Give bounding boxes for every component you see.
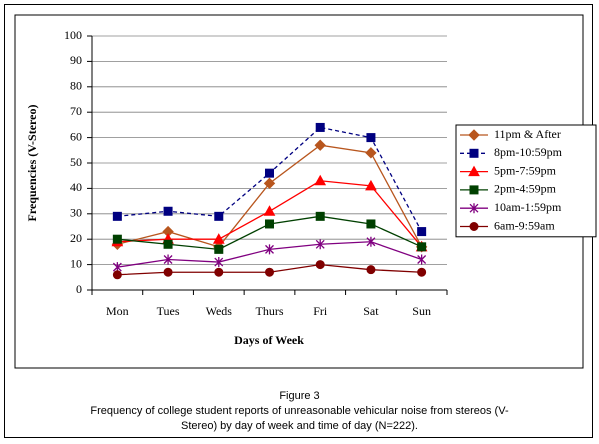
marker xyxy=(265,219,274,229)
y-tick-label: 100 xyxy=(64,28,82,42)
marker xyxy=(163,239,173,249)
x-tick-label: Fri xyxy=(313,304,328,318)
legend-label: 8pm-10:59pm xyxy=(494,145,563,159)
marker xyxy=(263,177,276,190)
y-tick-label: 10 xyxy=(70,256,82,270)
marker xyxy=(314,139,326,151)
marker xyxy=(112,211,122,221)
marker xyxy=(265,168,274,178)
y-tick-label: 40 xyxy=(70,180,82,194)
y-tick-label: 90 xyxy=(70,53,82,67)
marker xyxy=(469,203,479,214)
marker xyxy=(163,206,173,216)
marker xyxy=(366,133,376,143)
marker xyxy=(469,222,479,231)
marker xyxy=(417,267,427,277)
marker xyxy=(366,219,376,229)
marker xyxy=(417,227,427,237)
marker xyxy=(214,257,224,268)
x-axis-label: Days of Week xyxy=(234,333,304,347)
x-tick-label: Weds xyxy=(206,304,233,318)
marker xyxy=(365,179,377,191)
marker xyxy=(366,265,376,275)
marker xyxy=(314,174,327,186)
marker xyxy=(265,267,274,277)
chart: Frequencies (V-Stereo) Days of Week 0 10 2… xyxy=(14,14,597,369)
y-tick-label: 0 xyxy=(76,282,82,296)
y-tick-label: 70 xyxy=(70,104,82,118)
y-tick-label: 50 xyxy=(70,155,82,169)
marker xyxy=(212,233,225,244)
legend-label: 11pm & After xyxy=(494,127,561,141)
marker xyxy=(214,267,224,277)
marker xyxy=(469,148,479,158)
x-tick-label: Sat xyxy=(363,304,379,318)
x-tick-label: Mon xyxy=(106,304,129,318)
marker xyxy=(263,205,276,216)
marker xyxy=(468,165,480,177)
marker xyxy=(417,254,427,265)
y-tick-label: 60 xyxy=(70,129,82,143)
marker xyxy=(468,129,480,141)
marker xyxy=(163,267,173,277)
x-tick-label: Sun xyxy=(412,304,431,318)
y-tick-label: 80 xyxy=(70,79,82,93)
legend-box xyxy=(455,124,597,238)
legend-label: 6am-9:59am xyxy=(494,218,555,232)
legend-label: 5pm-7:59pm xyxy=(494,163,557,177)
marker xyxy=(214,244,224,254)
marker xyxy=(315,239,325,250)
x-tick-label: Thurs xyxy=(256,304,284,318)
marker xyxy=(365,147,377,159)
figure-label: Figure 3 xyxy=(279,390,320,402)
marker xyxy=(112,270,122,280)
legend-label: 2pm-4:59pm xyxy=(494,182,557,196)
marker xyxy=(366,236,376,247)
x-tick-label: Tues xyxy=(157,304,180,318)
marker xyxy=(214,211,224,221)
marker xyxy=(265,244,274,255)
marker xyxy=(315,122,325,132)
marker xyxy=(112,234,122,244)
caption: Frequency of college student reports of … xyxy=(90,405,509,432)
marker xyxy=(315,260,325,270)
y-axis-label: Frequencies (V-Stereo) xyxy=(25,105,39,222)
caption-block: Figure 3 Frequency of college student re… xyxy=(0,389,599,434)
y-tick-label: 20 xyxy=(70,231,82,245)
y-tick-label: 30 xyxy=(70,206,82,220)
marker xyxy=(163,254,173,265)
marker xyxy=(469,185,479,195)
legend-label: 10am-1:59pm xyxy=(494,200,562,214)
marker xyxy=(315,211,325,221)
marker xyxy=(417,242,427,252)
